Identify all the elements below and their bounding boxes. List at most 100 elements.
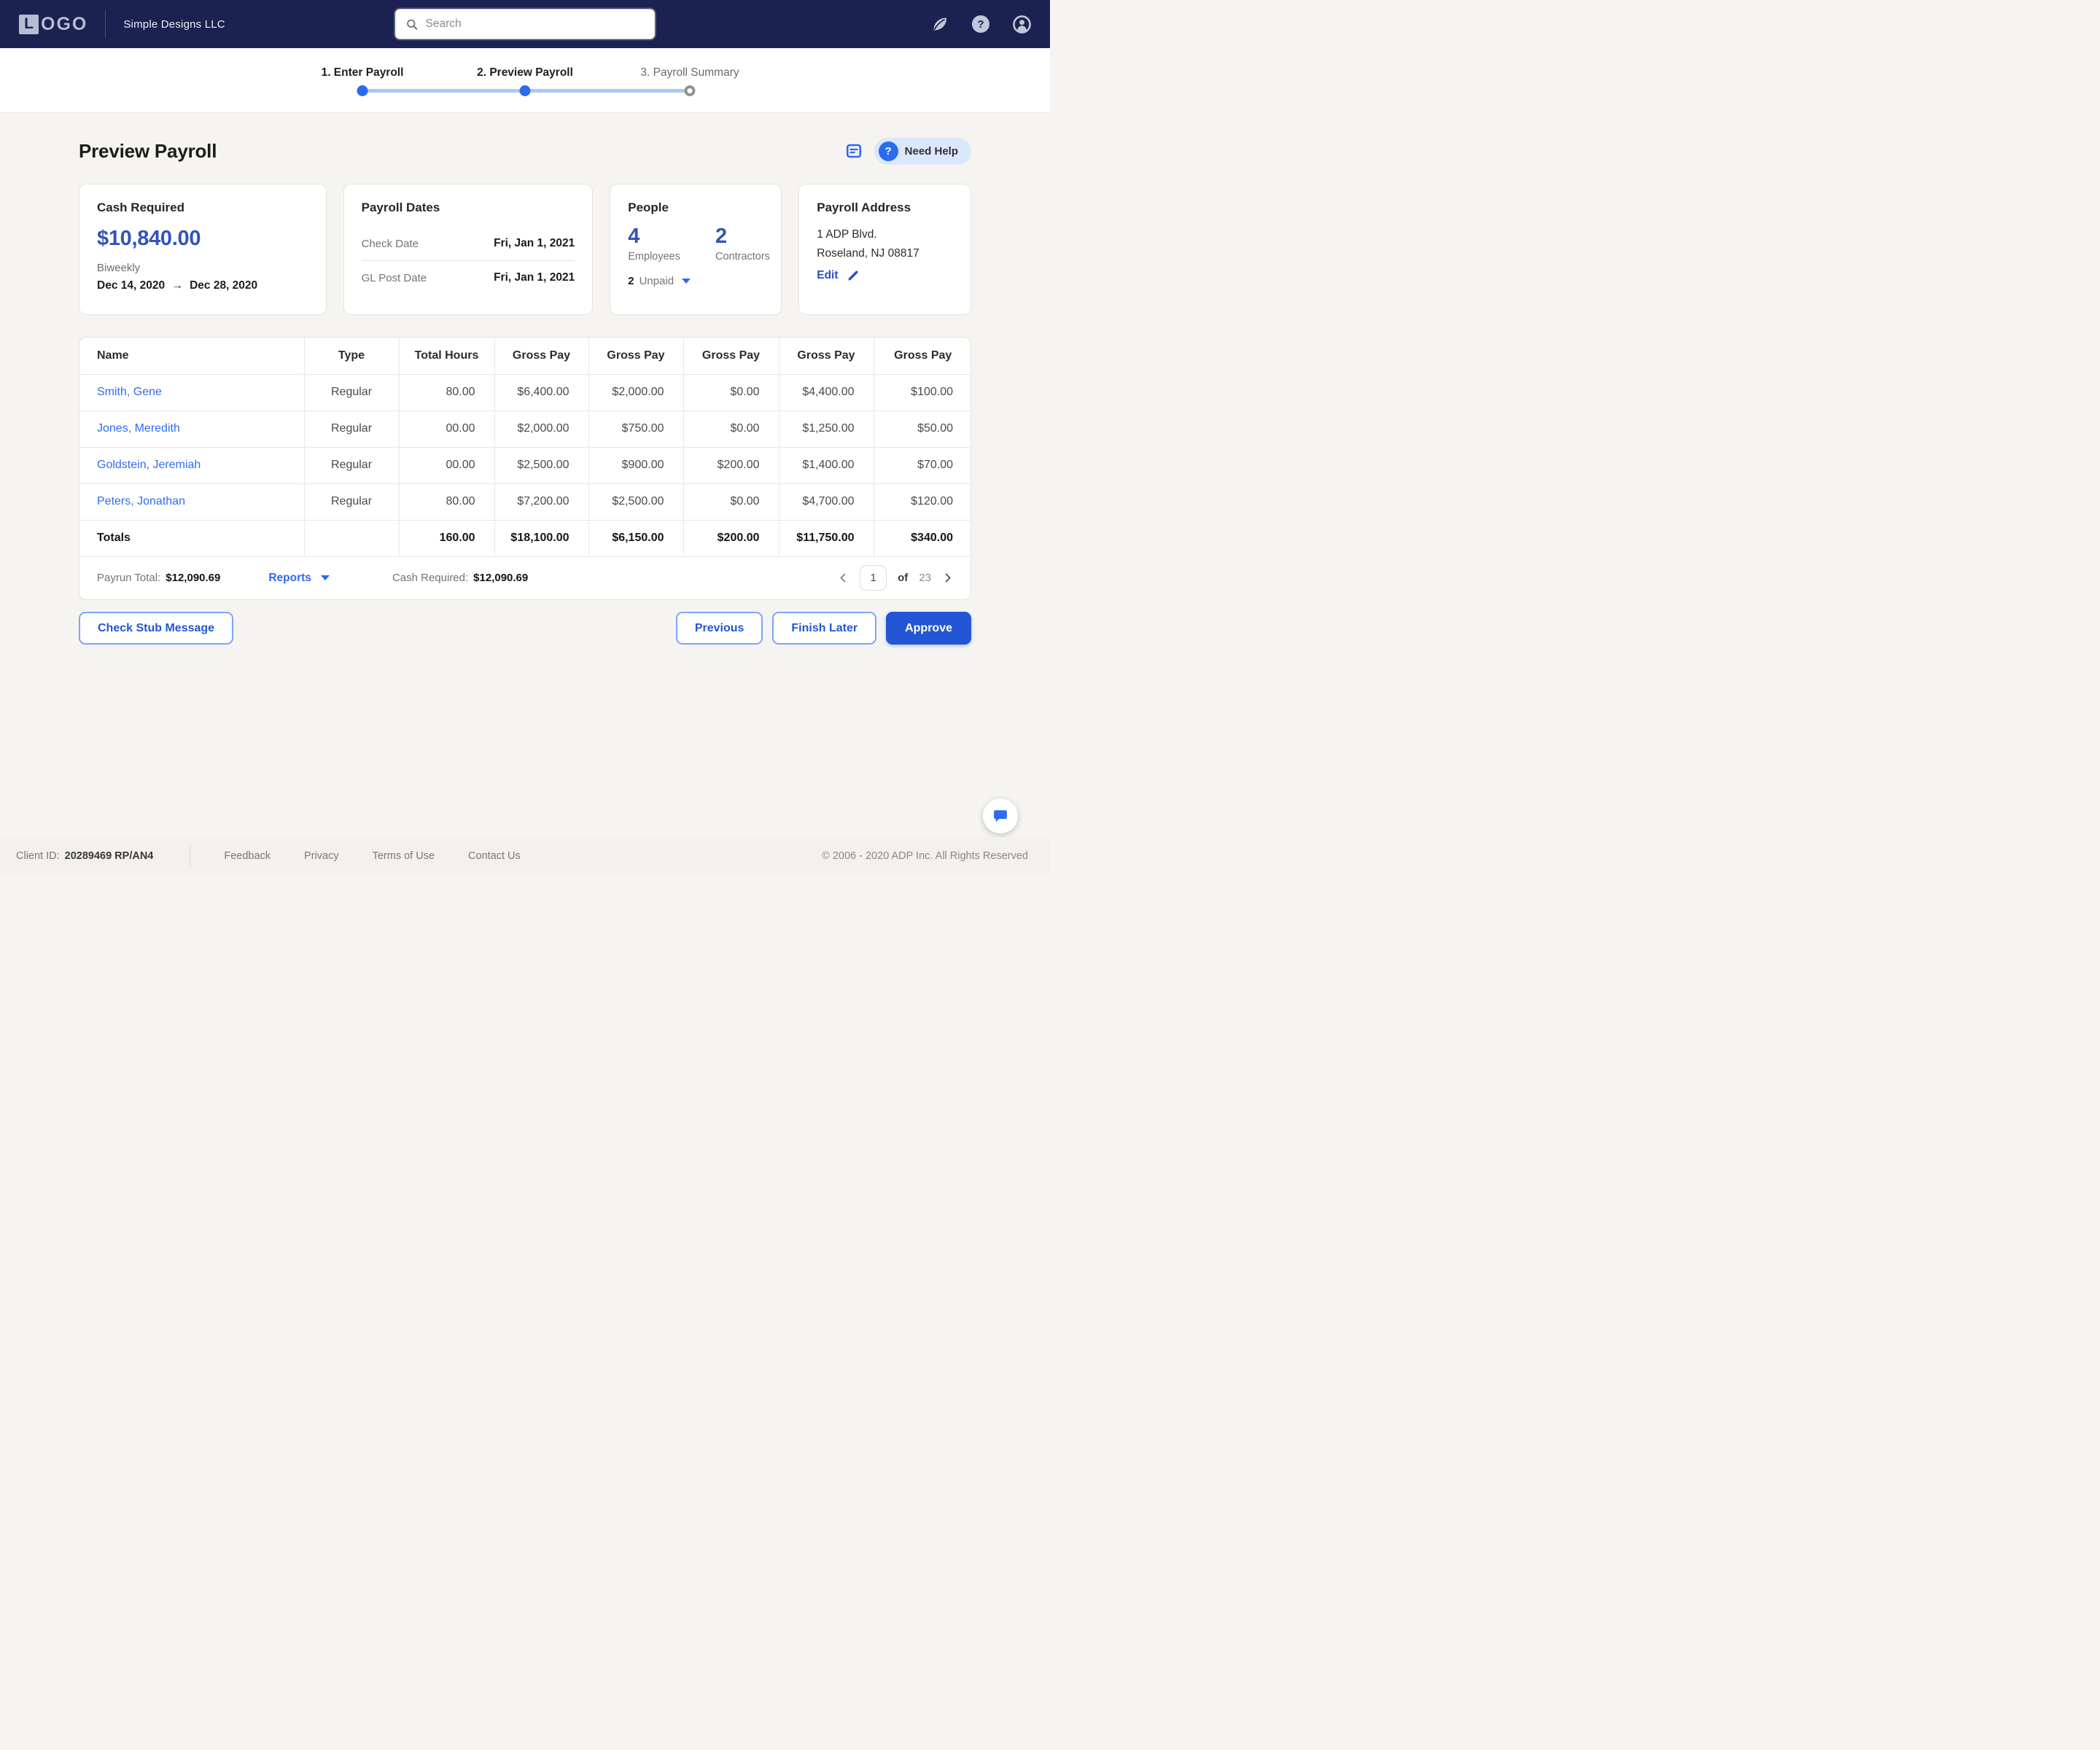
- gross-pay: $120.00: [874, 483, 971, 521]
- header-divider: [105, 11, 106, 37]
- check-date-label: Check Date: [361, 237, 419, 250]
- search-icon: [405, 18, 419, 31]
- account-icon[interactable]: [1013, 15, 1031, 34]
- table-header-row: Name Type Total Hours Gross Pay Gross Pa…: [79, 338, 971, 375]
- totals-label: Totals: [79, 520, 305, 557]
- help-icon[interactable]: ?: [972, 15, 989, 33]
- column-header-total-hours: Total Hours: [399, 338, 495, 375]
- finish-later-button[interactable]: Finish Later: [772, 611, 877, 645]
- column-header-name: Name: [79, 338, 305, 375]
- total-pages: 23: [919, 572, 931, 584]
- search-input[interactable]: [425, 18, 645, 31]
- table-footer: Payrun Total: $12,090.69 Reports Cash Re…: [79, 557, 971, 599]
- client-id-label: Client ID:: [16, 850, 60, 862]
- total-hours: 80.00: [399, 483, 495, 521]
- payroll-table: Name Type Total Hours Gross Pay Gross Pa…: [79, 337, 971, 600]
- payrun-total-value: $12,090.69: [166, 572, 221, 584]
- cash-required-amount: $10,840.00: [97, 227, 201, 250]
- employee-name-link[interactable]: Jones, Meredith: [79, 411, 305, 448]
- totals-hours: 160.00: [399, 520, 495, 557]
- totals-row: Totals 160.00 $18,100.00 $6,150.00 $200.…: [79, 520, 971, 557]
- employees-count: 4: [628, 225, 640, 248]
- employee-name-link[interactable]: Peters, Jonathan: [79, 483, 305, 521]
- chat-bubble-icon: [992, 808, 1008, 824]
- progress-stepper: 1. Enter Payroll 2. Preview Payroll 3. P…: [0, 48, 1050, 113]
- app-header: L OGO Simple Designs LLC ?: [0, 0, 1050, 48]
- unpaid-label: Unpaid: [639, 275, 674, 287]
- gross-pay: $0.00: [683, 411, 779, 448]
- table-row: Peters, Jonathan Regular 80.00 $7,200.00…: [79, 483, 971, 521]
- step-preview-payroll[interactable]: 2. Preview Payroll: [477, 66, 573, 79]
- footer-link-feedback[interactable]: Feedback: [224, 850, 271, 862]
- approve-button[interactable]: Approve: [886, 611, 971, 645]
- gross-pay: $900.00: [588, 447, 684, 484]
- step-enter-payroll[interactable]: 1. Enter Payroll: [321, 66, 404, 79]
- cash-required-label: Cash Required:: [392, 572, 469, 584]
- gross-pay: $2,500.00: [494, 447, 589, 484]
- totals-gross-pay: $200.00: [683, 520, 779, 557]
- gl-post-date-label: GL Post Date: [361, 271, 427, 284]
- reports-label: Reports: [268, 571, 311, 584]
- address-line1: 1 ADP Blvd.: [817, 228, 877, 241]
- pay-type: Regular: [304, 447, 400, 484]
- step-dot-3[interactable]: [684, 85, 696, 96]
- leaf-icon[interactable]: [931, 15, 949, 33]
- gross-pay: $2,000.00: [588, 374, 684, 411]
- total-hours: 00.00: [399, 447, 495, 484]
- chat-button[interactable]: [983, 798, 1018, 833]
- column-header-gross-pay: Gross Pay: [588, 338, 684, 375]
- payrun-total-label: Payrun Total:: [97, 572, 161, 584]
- footer-link-terms[interactable]: Terms of Use: [372, 850, 435, 862]
- question-icon: ?: [878, 141, 898, 161]
- chevron-down-icon: [320, 575, 330, 580]
- gross-pay: $70.00: [874, 447, 971, 484]
- previous-button[interactable]: Previous: [675, 611, 763, 645]
- card-title: Payroll Address: [817, 201, 911, 214]
- employee-name-link[interactable]: Smith, Gene: [79, 374, 305, 411]
- need-help-label: Need Help: [904, 144, 958, 158]
- notes-icon[interactable]: [845, 142, 863, 160]
- payroll-address-card: Payroll Address 1 ADP Blvd. Roseland, NJ…: [798, 184, 971, 315]
- step-payroll-summary[interactable]: 3. Payroll Summary: [640, 66, 739, 79]
- employee-name-link[interactable]: Goldstein, Jeremiah: [79, 447, 305, 484]
- column-header-gross-pay: Gross Pay: [494, 338, 589, 375]
- footer-link-contact[interactable]: Contact Us: [468, 850, 521, 862]
- check-stub-message-button[interactable]: Check Stub Message: [79, 611, 234, 645]
- gross-pay: $1,400.00: [779, 447, 874, 484]
- contractors-count: 2: [715, 225, 728, 248]
- page-number-input[interactable]: 1: [860, 565, 887, 591]
- footer-link-privacy[interactable]: Privacy: [304, 850, 339, 862]
- gross-pay: $50.00: [874, 411, 971, 448]
- divider: [361, 260, 575, 261]
- table-row: Jones, Meredith Regular 00.00 $2,000.00 …: [79, 411, 971, 448]
- gross-pay: $200.00: [683, 447, 779, 484]
- pencil-icon: [847, 269, 860, 282]
- column-header-gross-pay: Gross Pay: [874, 338, 971, 375]
- chevron-left-icon[interactable]: [838, 572, 849, 583]
- step-dot-2[interactable]: [519, 85, 531, 96]
- totals-gross-pay: $340.00: [874, 520, 971, 557]
- arrow-right-icon: →: [171, 279, 184, 292]
- period-start: Dec 14, 2020: [97, 279, 166, 292]
- logo-mark: L: [19, 14, 39, 34]
- gross-pay: $100.00: [874, 374, 971, 411]
- totals-gross-pay: $6,150.00: [588, 520, 684, 557]
- period-end: Dec 28, 2020: [190, 279, 258, 292]
- gross-pay: $4,700.00: [779, 483, 874, 521]
- payroll-dates-card: Payroll Dates Check Date Fri, Jan 1, 202…: [343, 184, 594, 315]
- edit-address-link[interactable]: Edit: [817, 269, 953, 282]
- card-title: Cash Required: [97, 201, 184, 214]
- step-dot-1[interactable]: [357, 85, 368, 96]
- unpaid-dropdown[interactable]: 2 Unpaid: [628, 275, 763, 287]
- chevron-right-icon[interactable]: [942, 572, 953, 583]
- check-date-value: Fri, Jan 1, 2021: [494, 237, 575, 249]
- copyright-text: © 2006 - 2020 ADP Inc. All Rights Reserv…: [822, 850, 1028, 862]
- people-card: People 4 Employees 2 Contractors 2 Unpai…: [610, 184, 782, 315]
- gross-pay: $6,400.00: [494, 374, 589, 411]
- reports-dropdown[interactable]: Reports: [268, 572, 330, 585]
- need-help-button[interactable]: ? Need Help: [874, 137, 971, 165]
- total-hours: 00.00: [399, 411, 495, 448]
- page-title: Preview Payroll: [79, 139, 217, 162]
- logo[interactable]: L OGO: [19, 14, 88, 35]
- search-bar[interactable]: [394, 9, 656, 39]
